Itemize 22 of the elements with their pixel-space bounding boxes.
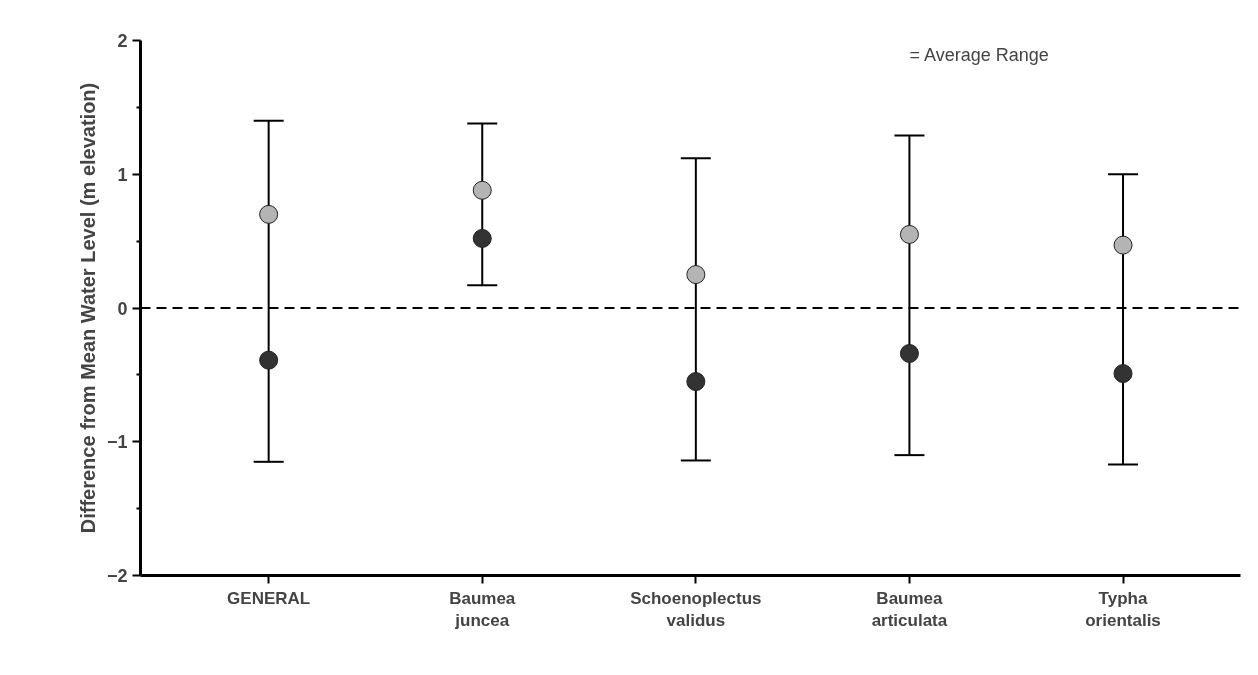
x-tick-label: GENERAL [227, 588, 311, 608]
y-tick-label: −1 [106, 432, 128, 453]
x-tick-label: Typha orientalis [1085, 588, 1161, 631]
y-tick-label: 2 [117, 31, 128, 51]
point [686, 372, 706, 392]
annotation: = Average Range [909, 44, 1049, 65]
point [1113, 364, 1133, 384]
x-tick-label: Baumea articulata [871, 588, 948, 631]
y-tick-label: 1 [117, 164, 128, 185]
point [472, 180, 492, 200]
point [899, 343, 919, 363]
y-axis-title: Difference from Mean Water Level (m elevation) [76, 82, 99, 534]
y-tick-label: 0 [117, 298, 128, 319]
point [899, 224, 919, 244]
point [1113, 235, 1133, 255]
point [472, 228, 492, 248]
point [259, 350, 279, 370]
x-tick-label: Baumea juncea [449, 588, 516, 631]
y-tick-label: −2 [106, 566, 128, 586]
point [686, 265, 706, 285]
x-tick-label: Schoenoplectus validus [630, 588, 762, 631]
point [259, 204, 279, 224]
